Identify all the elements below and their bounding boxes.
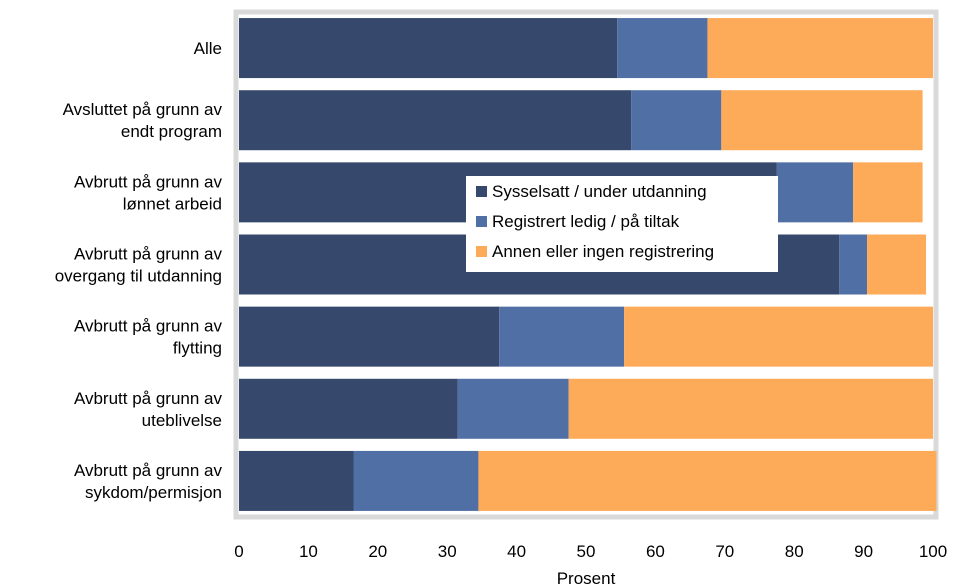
bar-segment xyxy=(631,90,722,151)
category-label: Avbrutt på grunn av xyxy=(74,461,223,480)
bar-segment xyxy=(867,234,927,295)
category-label: flytting xyxy=(173,339,222,358)
bar-segment xyxy=(721,90,923,151)
bar-segment xyxy=(624,306,933,367)
category-label: Avbrutt på grunn av xyxy=(74,317,223,336)
x-tick-label: 60 xyxy=(646,542,665,561)
bar-segment xyxy=(499,306,625,367)
category-label: endt program xyxy=(121,122,222,141)
bar-segment xyxy=(239,450,354,511)
legend-swatch xyxy=(476,216,487,227)
category-label: Alle xyxy=(194,39,222,58)
category-label: sykdom/permisjon xyxy=(85,483,222,502)
category-label: uteblivelse xyxy=(142,411,222,430)
x-axis-label: Prosent xyxy=(557,569,616,587)
x-tick-label: 0 xyxy=(234,542,243,561)
category-label: Avbrutt på grunn av xyxy=(74,389,223,408)
legend-box xyxy=(466,176,778,272)
legend: Sysselsatt / under utdanning Registrert l… xyxy=(466,176,778,272)
x-tick-label: 20 xyxy=(368,542,387,561)
legend-label: Sysselsatt / under utdanning xyxy=(492,182,707,201)
legend-label: Annen eller ingen registrering xyxy=(492,242,714,261)
bar-segment xyxy=(239,18,618,79)
bar-segment xyxy=(568,378,933,439)
bar-segment xyxy=(239,90,632,151)
x-tick-label: 90 xyxy=(854,542,873,561)
bar-segment xyxy=(776,162,854,223)
x-tick-label: 80 xyxy=(785,542,804,561)
category-label: Avbrutt på grunn av xyxy=(74,172,223,191)
bar-segment xyxy=(353,450,479,511)
x-tick-label: 100 xyxy=(919,542,947,561)
bar-segment xyxy=(617,18,708,79)
x-tick-label: 30 xyxy=(438,542,457,561)
x-tick-label: 50 xyxy=(577,542,596,561)
x-tick-label: 10 xyxy=(299,542,318,561)
bar-segment xyxy=(853,162,923,223)
bars xyxy=(239,18,937,511)
bar-segment xyxy=(239,378,458,439)
bar-segment xyxy=(239,306,500,367)
category-label: Avbrutt på grunn av xyxy=(74,245,223,264)
legend-swatch xyxy=(476,186,487,197)
x-tick-labels: 0 10 20 30 40 50 60 70 80 90 100 xyxy=(234,542,947,561)
bar-segment xyxy=(457,378,569,439)
category-label: lønnet arbeid xyxy=(123,194,222,213)
bar-segment xyxy=(839,234,868,295)
bar-segment xyxy=(707,18,933,79)
category-label: overgang til utdanning xyxy=(55,267,222,286)
x-tick-label: 70 xyxy=(715,542,734,561)
legend-swatch xyxy=(476,246,487,257)
legend-label: Registrert ledig / på tiltak xyxy=(492,212,680,231)
bar-segment xyxy=(478,450,937,511)
category-label: Avsluttet på grunn av xyxy=(63,100,223,119)
x-tick-label: 40 xyxy=(507,542,526,561)
category-labels: Alle Avsluttet på grunn av endt program Avb… xyxy=(55,39,223,502)
